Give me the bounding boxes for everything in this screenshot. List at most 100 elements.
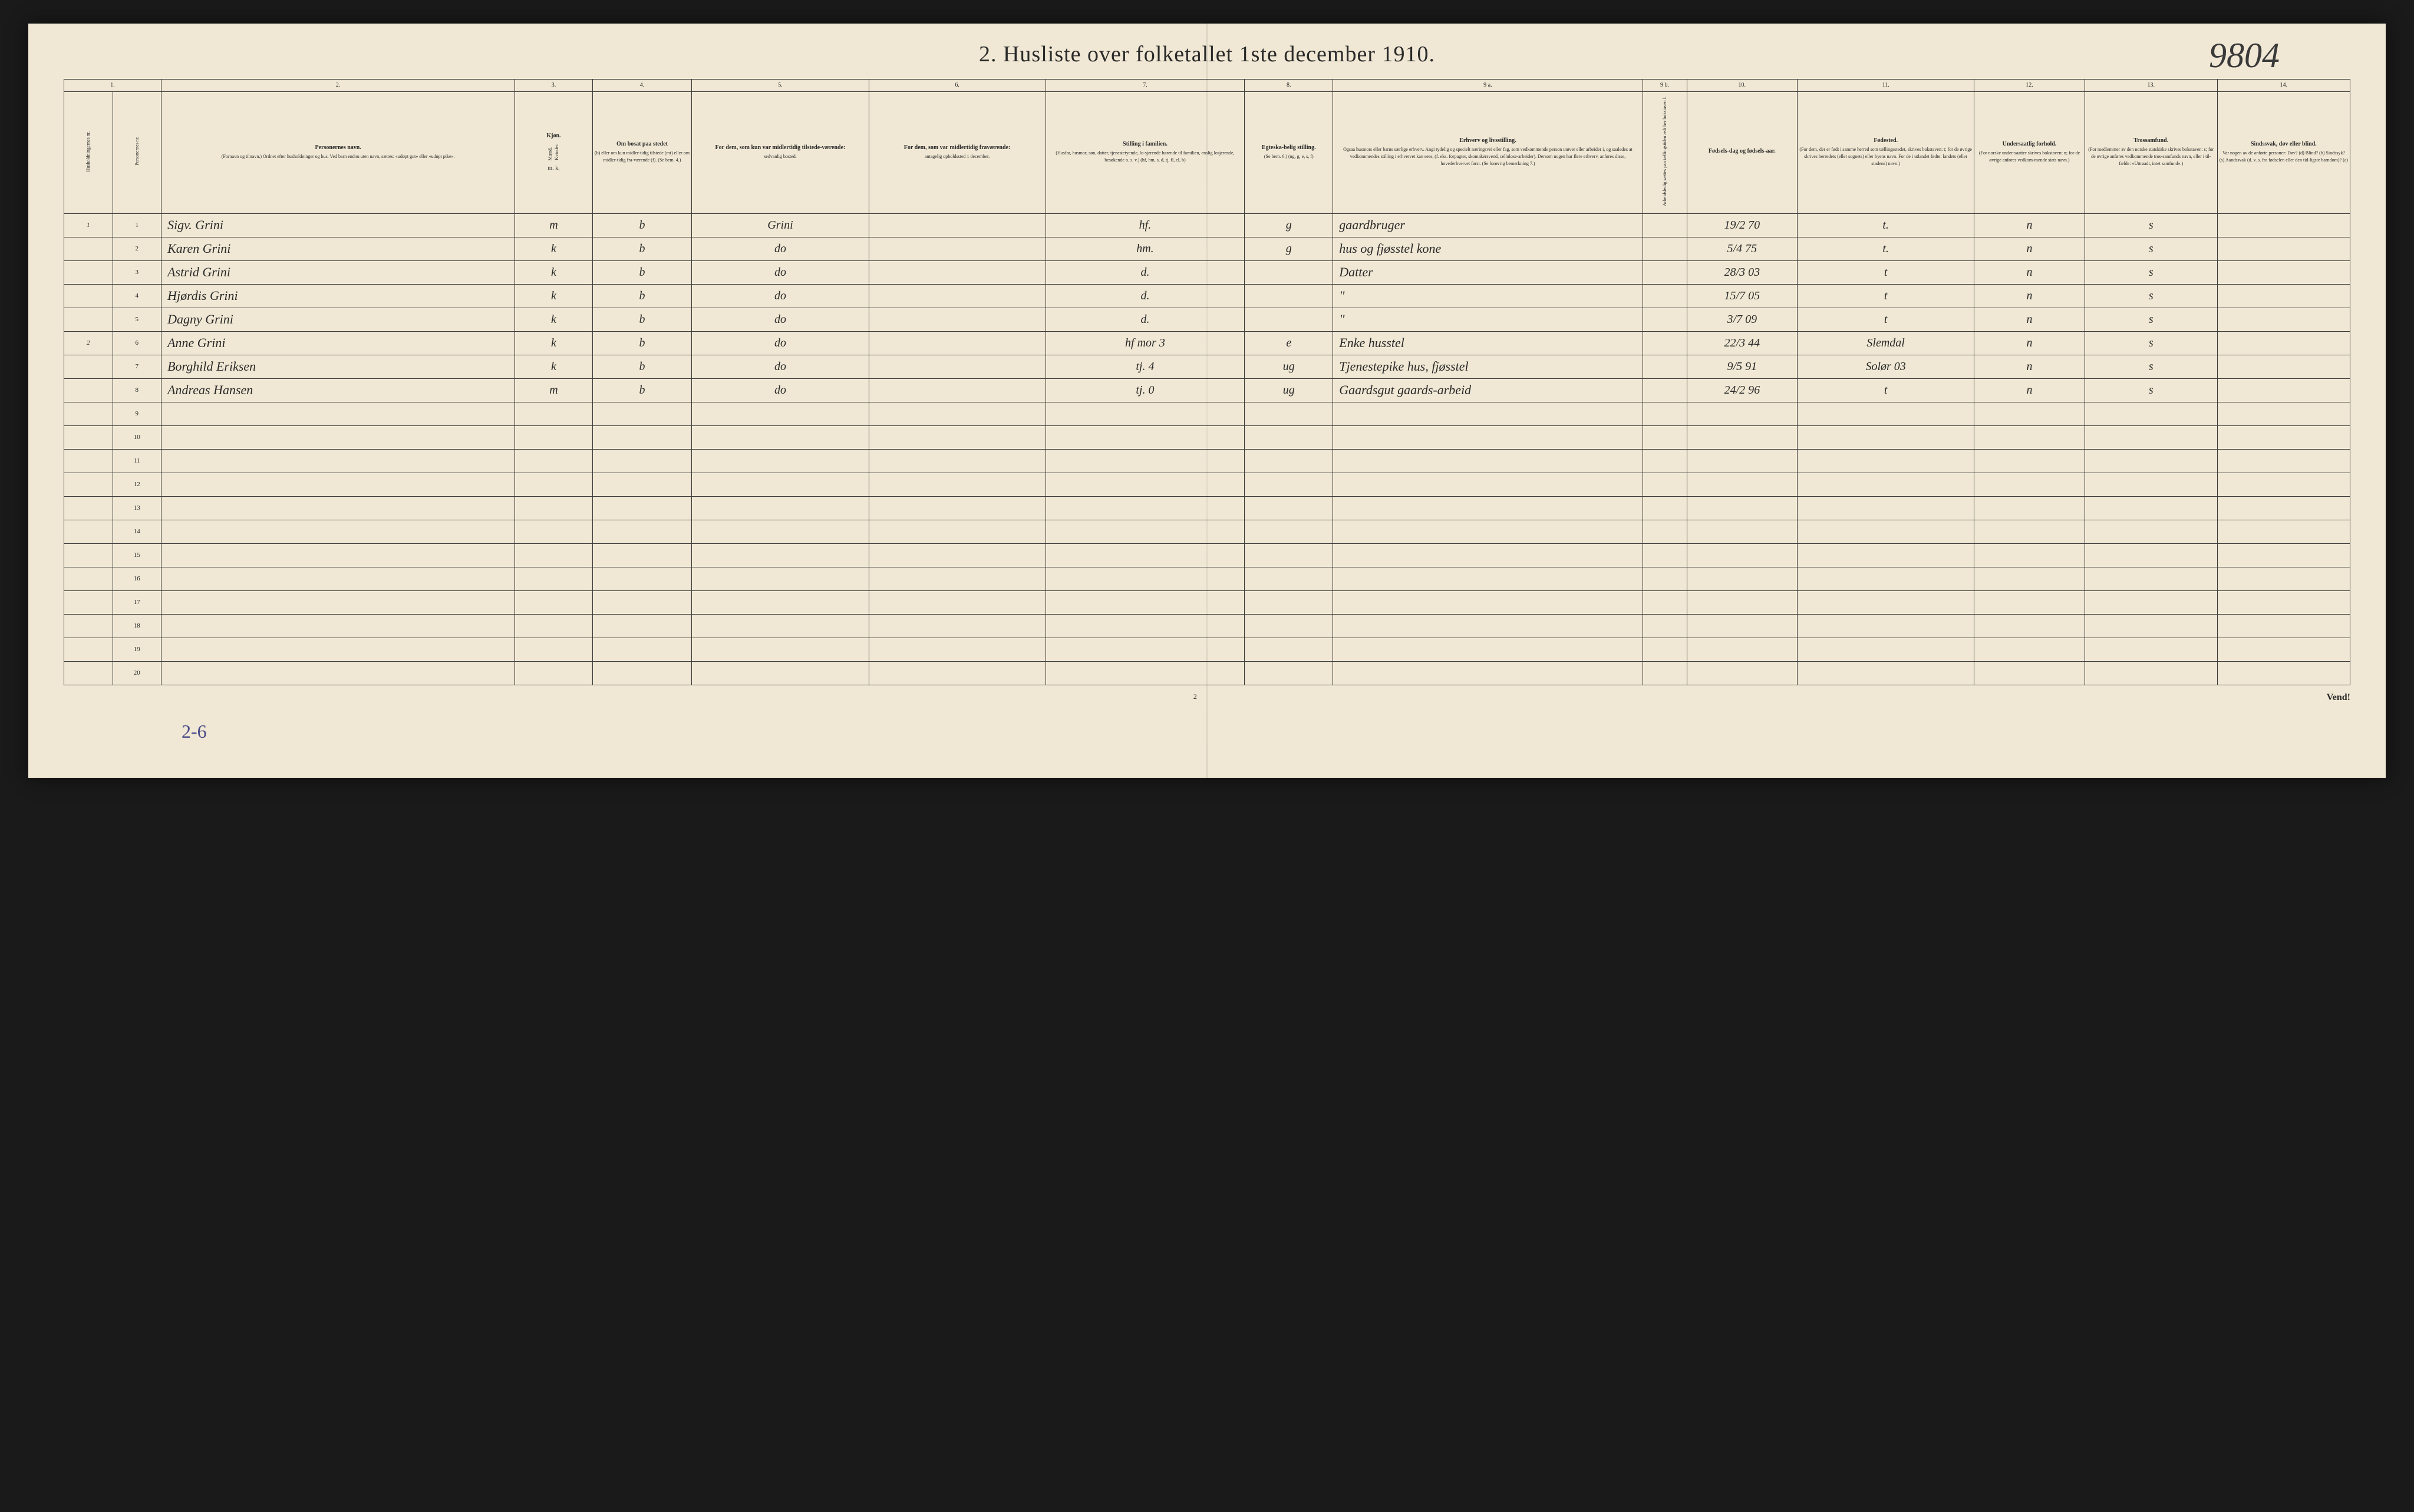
cell-usual-residence: Grini [692,213,869,237]
column-header-row: Husholdningernes nr. Personernes nr. Per… [64,92,2350,214]
cell-resident: b [592,213,692,237]
hdr-temp-present: For dem, som kun var midlertidig tilsted… [692,92,869,214]
cell-usual-residence [692,496,869,520]
cell-birthdate: 24/2 96 [1687,378,1798,402]
cell-disability [2217,425,2350,449]
hdr-name-title: Personernes navn. [163,144,513,151]
cell-unemployed [1643,260,1687,284]
cell-disability [2217,402,2350,425]
cell-unemployed [1643,520,1687,543]
cell-birthdate: 22/3 44 [1687,331,1798,355]
hdr-unemployed: Arbeidsledig sættes paa tællingstiden æd… [1643,92,1687,214]
cell-family-position [1046,638,1245,661]
cell-whereabouts [869,331,1046,355]
cell-name [161,661,515,685]
cell-birthplace: Solør 03 [1798,355,1974,378]
cell-resident [592,638,692,661]
cell-marital [1245,260,1333,284]
cell-usual-residence [692,661,869,685]
cell-unemployed [1643,284,1687,308]
cell-occupation: gaardbruger [1333,213,1643,237]
cell-sex: m [515,378,592,402]
hdr-birthplace-desc: (For dem, der er født i samme herred som… [1799,147,1972,166]
cell-disability [2217,237,2350,260]
cell-birthdate [1687,425,1798,449]
hdr-sex-title: Kjøn. [517,133,590,140]
cell-disability [2217,638,2350,661]
cell-household-nr [64,402,113,425]
hdr-disability: Sindssvak, døv eller blind. Var nogen av… [2217,92,2350,214]
table-row: 12 [64,473,2350,496]
cell-birthplace [1798,402,1974,425]
table-row: 9 [64,402,2350,425]
cell-whereabouts [869,520,1046,543]
cell-marital [1245,661,1333,685]
cell-birthdate [1687,520,1798,543]
cell-disability [2217,331,2350,355]
cell-unemployed [1643,473,1687,496]
hdr-nationality-desc: (For norske under-saatter skrives boksta… [1979,150,2080,163]
cell-person-nr: 5 [113,308,161,331]
cell-birthdate: 3/7 09 [1687,308,1798,331]
cell-disability [2217,567,2350,590]
hdr-sex-sub: Mænd. Kvinder. [548,159,559,164]
table-row: 18 [64,614,2350,638]
colnum-1: 1. [64,80,161,92]
cell-nationality [1974,425,2085,449]
table-row: 20 [64,661,2350,685]
hdr-birthplace-title: Fødested. [1799,137,1972,144]
table-row: 2Karen Grinikbdohm.ghus og fjøsstel kone… [64,237,2350,260]
cell-marital [1245,567,1333,590]
cell-marital: g [1245,237,1333,260]
cell-sex [515,449,592,473]
hdr-birthplace: Fødested. (For dem, der er født i samme … [1798,92,1974,214]
cell-religion [2085,638,2217,661]
cell-unemployed [1643,425,1687,449]
cell-religion: s [2085,308,2217,331]
cell-unemployed [1643,449,1687,473]
cell-usual-residence [692,543,869,567]
hdr-household-nr: Husholdningernes nr. [64,92,113,214]
cell-nationality [1974,590,2085,614]
cell-religion [2085,496,2217,520]
cell-whereabouts [869,496,1046,520]
cell-birthplace [1798,425,1974,449]
cell-name: Dagny Grini [161,308,515,331]
cell-nationality: n [1974,308,2085,331]
hdr-temp-absent-desc: antagelig opholdssted 1 december. [925,154,990,159]
hdr-temp-present-desc: sedvanlig bosted. [764,154,797,159]
hdr-birthdate-title: Fødsels-dag og fødsels-aar. [1689,148,1796,155]
cell-name [161,425,515,449]
cell-birthplace: Slemdal [1798,331,1974,355]
hdr-unemployed-label: Arbeidsledig sættes paa tællingstiden æd… [1662,94,1668,209]
cell-birthplace [1798,496,1974,520]
cell-household-nr [64,449,113,473]
cell-usual-residence: do [692,237,869,260]
table-row: 4Hjørdis Grinikbdod."15/7 05tns [64,284,2350,308]
cell-household-nr [64,590,113,614]
cell-resident: b [592,260,692,284]
cell-whereabouts [869,355,1046,378]
cell-unemployed [1643,567,1687,590]
cell-resident [592,402,692,425]
cell-nationality [1974,543,2085,567]
cell-family-position [1046,543,1245,567]
cell-birthdate [1687,661,1798,685]
table-row: 17 [64,590,2350,614]
hdr-nationality-title: Undersaatlig forhold. [1976,141,2083,148]
cell-disability [2217,378,2350,402]
hdr-resident-title: Om bosat paa stedet [595,141,690,148]
cell-resident [592,590,692,614]
table-body: 11Sigv. GrinimbGrinihf.ggaardbruger19/2 … [64,213,2350,685]
hdr-occupation-title: Erhverv og livsstilling. [1335,137,1640,144]
colnum-10: 10. [1687,80,1798,92]
cell-nationality [1974,473,2085,496]
cell-person-nr: 1 [113,213,161,237]
cell-unemployed [1643,237,1687,260]
cell-nationality [1974,638,2085,661]
cell-usual-residence: do [692,378,869,402]
hdr-resident-desc: (b) eller om kun midler-tidig tilstede (… [595,150,690,163]
cell-name [161,567,515,590]
hdr-temp-absent-title: For dem, som var midlertidig fraværende: [871,144,1044,151]
cell-whereabouts [869,473,1046,496]
